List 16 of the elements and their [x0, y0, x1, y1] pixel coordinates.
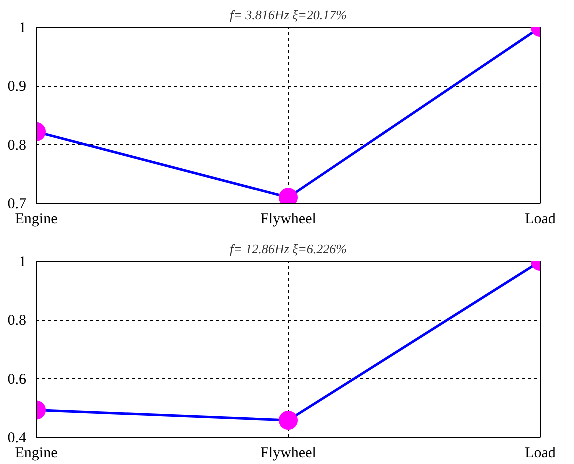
chart-title: f= 3.816Hz ξ=20.17% [230, 8, 348, 22]
x-tick-label: Engine [15, 212, 58, 228]
x-tick-label: Load [525, 446, 556, 462]
x-tick-label: Flywheel [260, 446, 316, 462]
x-tick-label: Flywheel [260, 212, 316, 228]
y-tick-label: 0.8 [8, 313, 26, 330]
y-tick-label: 0.9 [8, 79, 26, 96]
x-tick-label: Engine [15, 446, 58, 462]
chart-title: f= 12.86Hz ξ=6.226% [230, 242, 348, 256]
y-tick-label: 1 [19, 20, 26, 36]
x-tick-label: Load [525, 212, 556, 228]
y-tick-label: 0.6 [8, 372, 27, 388]
y-tick-label: 1 [19, 254, 26, 270]
y-tick-label: 0.7 [8, 196, 27, 212]
y-tick-label: 0.4 [8, 430, 27, 446]
y-tick-label: 0.8 [8, 138, 26, 154]
